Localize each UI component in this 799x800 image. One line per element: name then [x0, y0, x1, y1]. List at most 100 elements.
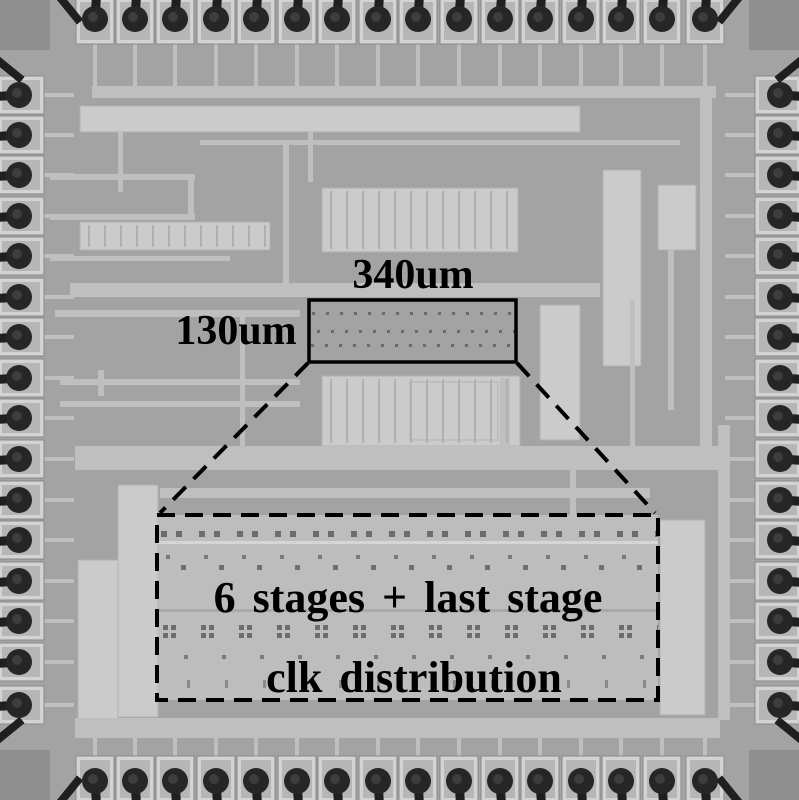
metal-trace [660, 738, 664, 756]
bond-pad [0, 115, 45, 155]
block-stripe [410, 379, 412, 443]
bond-pad [155, 0, 195, 45]
bond-pad [601, 755, 641, 800]
bond-pad [358, 755, 398, 800]
bond-pad [685, 0, 725, 45]
bond-ball-highlight [411, 12, 421, 22]
bond-ball-highlight [12, 249, 22, 259]
bond-pad [358, 0, 398, 45]
metal-trace [254, 44, 258, 86]
bond-pad [601, 0, 641, 45]
metal-trace [44, 457, 74, 461]
bond-pad [754, 685, 799, 725]
metal-trace [93, 738, 97, 756]
bond-ball-highlight [12, 128, 22, 138]
die-corner [749, 0, 799, 50]
bond-pad [0, 277, 45, 317]
block-stripe [346, 379, 348, 443]
metal-trace [133, 44, 137, 86]
metal-trace [376, 44, 380, 86]
bond-pad [0, 685, 45, 725]
block-stripe [104, 225, 106, 247]
block-stripe [458, 191, 460, 249]
block-stripe [426, 379, 428, 443]
bond-ball-highlight [614, 12, 624, 22]
metal-trace [44, 579, 74, 583]
metal-trace [295, 738, 299, 756]
bond-ball-highlight [330, 774, 340, 784]
block-stripe [120, 225, 122, 247]
block-stripe [248, 225, 250, 247]
metal-trace [98, 370, 104, 396]
die-corner [0, 0, 50, 50]
metal-trace [44, 376, 74, 380]
circuit-block [79, 221, 271, 251]
metal-trace [44, 538, 74, 542]
metal-trace [44, 416, 74, 420]
bond-ball-highlight [249, 12, 259, 22]
bond-ball-highlight [493, 12, 503, 22]
metal-trace [60, 379, 300, 385]
block-stripe [152, 225, 154, 247]
bond-pad [398, 755, 438, 800]
metal-trace [579, 738, 583, 756]
metal-trace [60, 401, 300, 407]
metal-trace [538, 738, 542, 756]
bond-pad [642, 0, 682, 45]
metal-trace [214, 44, 218, 86]
bond-ball-highlight [773, 614, 783, 624]
block-stripe [184, 225, 186, 247]
bond-ball-highlight [773, 655, 783, 665]
bond-ball-highlight [12, 493, 22, 503]
bond-ball-highlight [773, 698, 783, 708]
bond-ball-highlight [773, 209, 783, 219]
bond-pad [196, 0, 236, 45]
bond-pad [754, 277, 799, 317]
inset-caption-line-2: clk distribution [266, 653, 562, 702]
metal-trace [240, 310, 245, 450]
metal-trace [44, 254, 74, 258]
bond-pad [754, 480, 799, 520]
bond-ball-highlight [168, 774, 178, 784]
block-stripe [88, 225, 90, 247]
metal-trace [630, 300, 635, 460]
bond-ball-highlight [12, 411, 22, 421]
bond-pad [115, 755, 155, 800]
metal-trace [619, 44, 623, 86]
bond-ball-highlight [12, 452, 22, 462]
metal-trace [538, 44, 542, 86]
width-label: 340um [352, 252, 473, 298]
bond-ball-highlight [574, 12, 584, 22]
metal-trace [308, 132, 313, 182]
metal-trace [50, 174, 195, 180]
bond-pad [439, 0, 479, 45]
metal-trace [457, 738, 461, 756]
circuit-block [657, 184, 697, 251]
bond-ball-highlight [209, 774, 219, 784]
metal-trace [498, 44, 502, 86]
metal-trace [44, 133, 74, 137]
core-circuitry [44, 44, 755, 756]
circuit-block [539, 304, 581, 441]
metal-trace [254, 738, 258, 756]
metal-trace [55, 310, 300, 317]
zoom-line-right [515, 361, 657, 515]
metal-trace [188, 174, 194, 220]
block-stripe [490, 191, 492, 249]
metal-trace [725, 498, 755, 502]
annotations: 340um 130um 6 stages + last stage clk di… [155, 252, 660, 702]
metal-trace [44, 173, 74, 177]
bond-ball-highlight [773, 88, 783, 98]
bond-pad [398, 0, 438, 45]
bond-ball-highlight [371, 774, 381, 784]
metal-trace [718, 425, 730, 720]
metal-trace [498, 738, 502, 756]
bond-ball-highlight [12, 574, 22, 584]
metal-trace [44, 335, 74, 339]
circuit-block [77, 559, 119, 721]
bond-ball-highlight [452, 774, 462, 784]
metal-trace [725, 619, 755, 623]
metal-trace [133, 738, 137, 756]
